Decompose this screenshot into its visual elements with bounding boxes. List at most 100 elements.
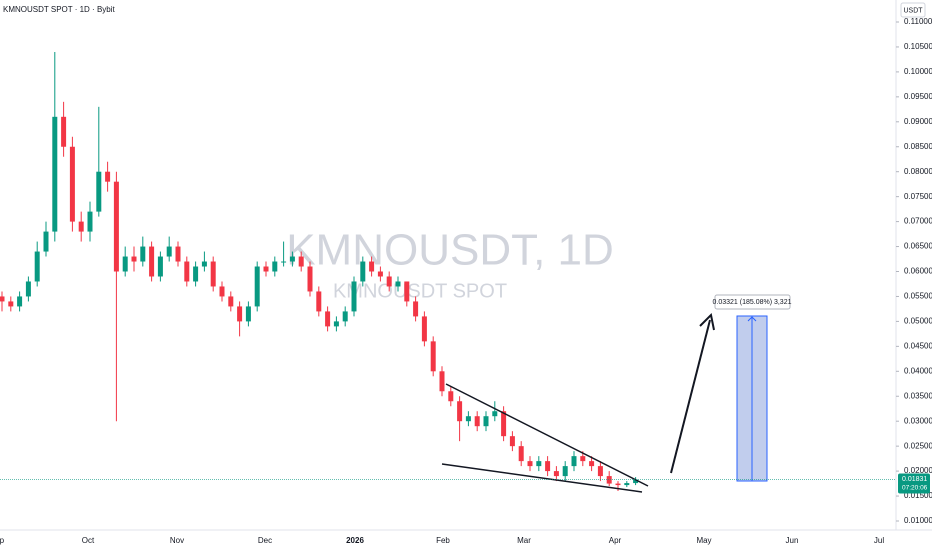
measure-label: 0.03321 (185.08%) 3,321	[712, 299, 791, 306]
candle-body	[96, 171, 102, 212]
y-tick-label: 0.04500	[904, 341, 932, 350]
y-tick-label: 0.01000	[904, 516, 932, 525]
candle-body	[536, 461, 542, 467]
watermark: KMNOUSDT, 1D	[286, 226, 614, 275]
measure-label-box	[714, 294, 791, 310]
candle-body	[360, 261, 366, 282]
chart-title: KMNOUSDT SPOT · 1D · Bybit	[3, 5, 116, 14]
candle-body	[87, 211, 93, 232]
candle-body	[492, 411, 498, 417]
candle-body	[316, 291, 322, 312]
candle-body	[589, 461, 595, 467]
candle-body	[386, 276, 392, 287]
candle-body	[342, 311, 348, 322]
candle-body	[351, 281, 357, 312]
candle-body	[553, 471, 559, 477]
x-axis: Sep Oct Nov Dec 2026 Feb Mar Apr May Jun Jul	[0, 536, 884, 545]
y-tick-label: 0.11000	[904, 17, 932, 26]
measure-arrow	[747, 316, 757, 322]
candle-body	[175, 246, 181, 262]
candle-body	[483, 416, 489, 427]
y-tick-label: 0.07000	[904, 217, 932, 226]
candle-body	[219, 286, 225, 297]
x-tick-label: Dec	[258, 536, 272, 545]
candle-body	[113, 181, 119, 272]
watermark-sub: KMNOUSDT SPOT	[333, 280, 507, 302]
y-tick-label: 0.08000	[904, 167, 932, 176]
candle-body	[149, 246, 155, 277]
candle-body	[377, 271, 383, 277]
candle-body	[474, 416, 480, 427]
y-tick-label: 0.05500	[904, 292, 932, 301]
candle-body	[624, 483, 630, 486]
candle-body	[157, 256, 163, 277]
candle-body	[465, 416, 471, 422]
candle-body	[184, 261, 190, 282]
y-tick-label: 0.09500	[904, 92, 932, 101]
y-tick-label: 0.06000	[904, 267, 932, 276]
x-tick-label: 2026	[346, 536, 364, 545]
candle-body	[562, 466, 568, 477]
y-tick-label: 0.03500	[904, 391, 932, 400]
candle-body	[333, 321, 339, 327]
x-tick-label: Apr	[609, 536, 622, 545]
last-price-label: 0.01831	[902, 476, 927, 483]
candle-body	[17, 296, 23, 307]
candle-body	[210, 261, 216, 287]
candle-body	[245, 306, 251, 322]
candle-body	[439, 371, 445, 392]
candle-body	[571, 456, 577, 467]
projection-arrow	[670, 319, 711, 474]
candle-body	[122, 256, 128, 272]
candle-body	[501, 411, 507, 437]
wedge-lower	[441, 463, 643, 493]
candle-body	[448, 391, 454, 402]
x-tick-label: Sep	[0, 536, 5, 545]
candle-body	[281, 261, 287, 263]
y-tick-label: 0.02500	[904, 441, 932, 450]
y-tick-label: 0.08500	[904, 142, 932, 151]
candle-body	[289, 256, 295, 262]
candle-body	[597, 466, 603, 477]
candle-body	[254, 266, 260, 307]
countdown: 07:20:06	[902, 484, 928, 491]
candle-body	[545, 461, 551, 472]
candle-body	[43, 231, 49, 252]
candle-body	[369, 261, 375, 272]
candle-body	[8, 301, 14, 307]
candle-body	[69, 146, 75, 222]
arrow-head	[699, 312, 715, 331]
y-tick-label: 0.03000	[904, 416, 932, 425]
candle-body	[52, 116, 58, 232]
candle-body	[0, 296, 5, 302]
candle-body	[237, 306, 243, 322]
candle-body	[527, 461, 533, 467]
candle-body	[457, 401, 463, 422]
x-tick-label: Jul	[874, 536, 884, 545]
y-tick-label: 0.02000	[904, 466, 932, 475]
x-tick-label: May	[696, 536, 711, 545]
x-tick-label: Nov	[170, 536, 184, 545]
x-tick-label: Feb	[436, 536, 450, 545]
candle-body	[509, 436, 515, 447]
candle-body	[228, 296, 234, 307]
x-tick-label: Oct	[82, 536, 95, 545]
candle-body	[325, 311, 331, 327]
candle-body	[131, 256, 137, 262]
candle-body	[430, 341, 436, 372]
x-tick-label: Jun	[786, 536, 799, 545]
candle-body	[615, 483, 621, 486]
candle-body	[105, 171, 111, 182]
currency[interactable]: USDT	[903, 7, 923, 14]
candle-body	[272, 261, 278, 272]
last-price-tag	[898, 473, 930, 494]
candle-body	[413, 301, 419, 317]
candle-body	[518, 446, 524, 462]
y-axis: 0.11000 0.10500 0.10000 0.09500 0.09000 0.085…	[896, 17, 932, 525]
currency-box[interactable]	[900, 2, 926, 18]
candle-body	[263, 266, 269, 272]
candle-body	[606, 476, 612, 484]
candle-body	[201, 261, 207, 267]
candle-body	[395, 281, 401, 287]
candle-body	[61, 116, 67, 147]
